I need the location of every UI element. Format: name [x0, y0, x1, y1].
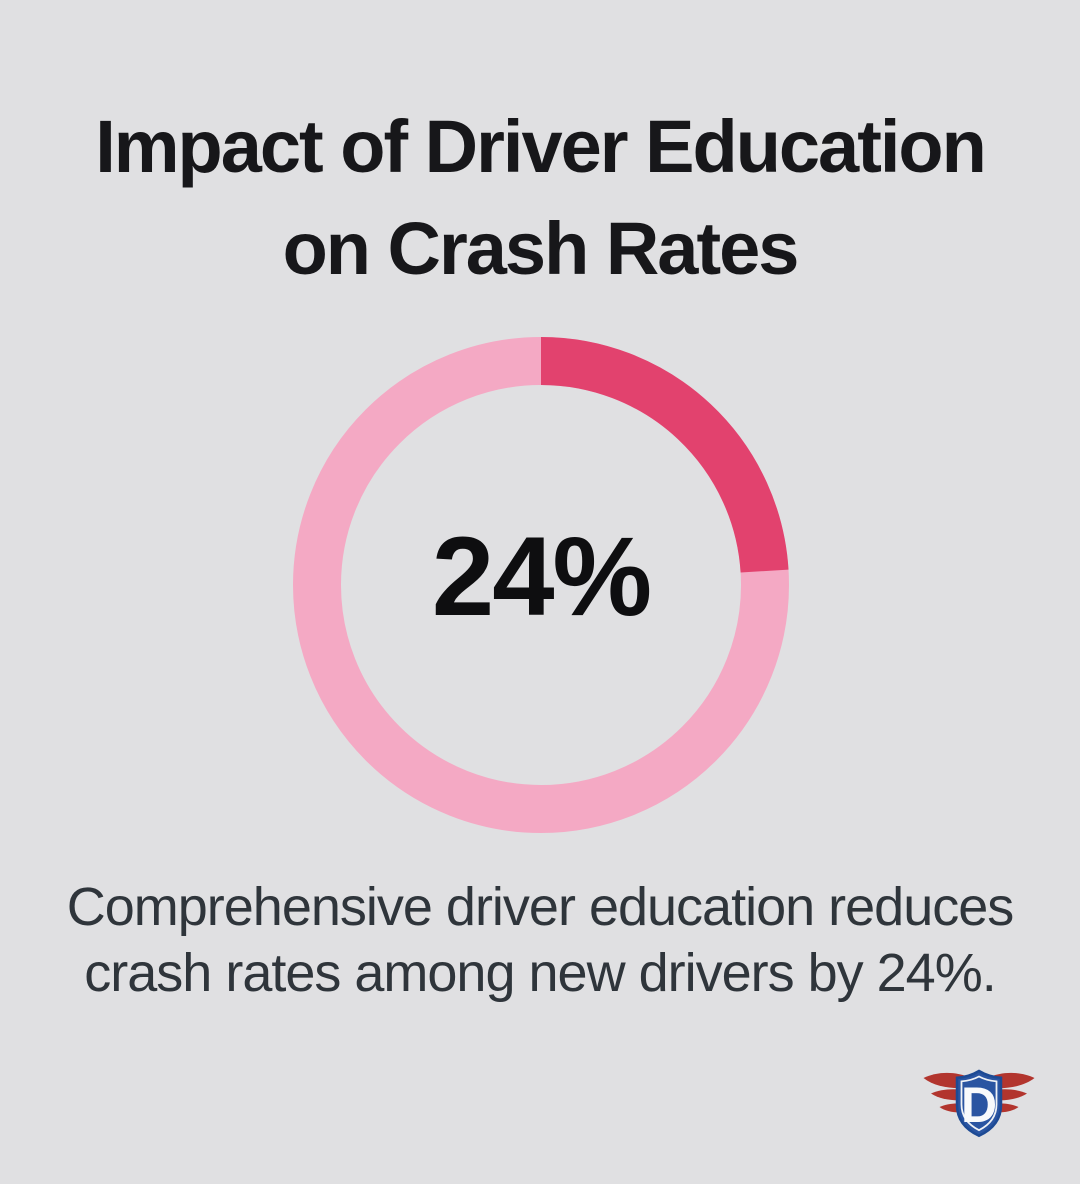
caption-line2: crash rates among new drivers by 24%. — [84, 943, 996, 1003]
caption-text: Comprehensive driver education reduces c… — [0, 874, 1080, 1006]
page-title-line1: Impact of Driver Education — [95, 105, 987, 188]
brand-logo: D — [923, 1069, 1035, 1138]
donut-chart: 24% — [293, 337, 789, 833]
logo-letter: D — [961, 1077, 997, 1133]
page-title-line2: on Crash Rates — [282, 207, 800, 290]
page-title: Impact of Driver Education on Crash Rate… — [0, 96, 1080, 300]
donut-value-label: 24% — [431, 513, 652, 639]
donut-arc — [293, 337, 789, 833]
donut-chart-svg — [293, 337, 789, 833]
caption-line1: Comprehensive driver education reduces — [66, 877, 1015, 937]
shield-icon: D — [955, 1069, 1003, 1138]
